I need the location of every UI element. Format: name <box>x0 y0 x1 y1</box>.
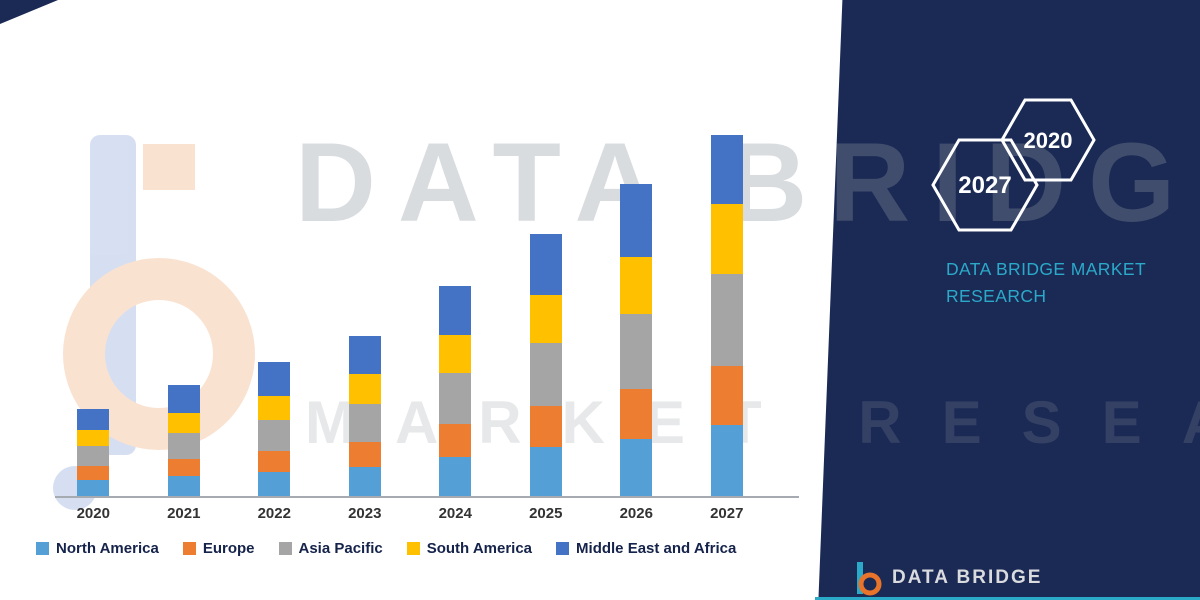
legend-item-asia-pacific: Asia Pacific <box>278 540 383 557</box>
bar-segment-south-america <box>348 374 381 404</box>
bar-segment-south-america <box>710 203 743 274</box>
bar-segment-europe <box>77 465 110 480</box>
bar-segment-south-america <box>620 256 653 315</box>
bar-segment-asia-pacific <box>439 373 472 424</box>
bar-stack <box>620 184 653 497</box>
legend-label: Europe <box>202 540 255 557</box>
legend-label: Middle East and Africa <box>576 540 737 557</box>
x-axis-label: 2021 <box>167 505 201 522</box>
bar-stack <box>529 233 562 497</box>
bar-column-2027: 2027 <box>682 95 773 522</box>
bar-segment-north-america <box>348 466 381 497</box>
bar-segment-south-america <box>167 412 200 433</box>
bar-segment-asia-pacific <box>710 273 743 367</box>
legend-label: South America <box>426 540 533 557</box>
bar-segment-middle-east-and-africa <box>710 135 743 204</box>
bar-stack <box>710 135 743 497</box>
bar-column-2024: 2024 <box>410 95 501 522</box>
bar-segment-asia-pacific <box>258 419 291 451</box>
stacked-bar-chart: 2020 2021 2022 2023 2024 2025 2026 2027 <box>48 95 773 522</box>
bar-segment-south-america <box>439 335 472 374</box>
legend-label: Asia Pacific <box>298 540 383 557</box>
bar-segment-south-america <box>529 295 562 344</box>
bar-column-2025: 2025 <box>501 95 592 522</box>
bar-stack <box>258 362 291 497</box>
bar-segment-middle-east-and-africa <box>167 385 200 413</box>
bar-segment-south-america <box>77 429 110 446</box>
x-axis-label: 2023 <box>348 505 382 522</box>
bar-stack <box>77 408 110 497</box>
bar-column-2022: 2022 <box>229 95 320 522</box>
bar-segment-north-america <box>529 446 562 497</box>
x-axis-label: 2025 <box>529 505 563 522</box>
bar-column-2023: 2023 <box>320 95 411 522</box>
footer-logo-text: DATA BRIDGE <box>892 567 1043 588</box>
data-bridge-logo-icon <box>857 562 882 596</box>
bar-segment-europe <box>529 405 562 447</box>
bar-segment-middle-east-and-africa <box>77 408 110 430</box>
legend-swatch <box>556 542 570 555</box>
legend-swatch <box>182 542 196 555</box>
bar-column-2026: 2026 <box>591 95 682 522</box>
x-axis-line <box>55 496 799 498</box>
bar-segment-middle-east-and-africa <box>620 184 653 257</box>
legend-swatch <box>36 542 49 555</box>
legend-item-south-america: South America <box>406 540 533 557</box>
x-axis-label: 2024 <box>438 505 472 522</box>
bar-segment-europe <box>620 389 653 439</box>
bar-column-2020: 2020 <box>48 95 139 522</box>
bar-segment-asia-pacific <box>529 343 562 406</box>
bar-segment-north-america <box>439 456 472 497</box>
legend-swatch <box>278 542 292 555</box>
corner-accent-triangle <box>0 0 58 24</box>
bar-segment-europe <box>258 450 291 472</box>
bar-segment-south-america <box>258 395 291 420</box>
legend-swatch <box>406 542 420 555</box>
bar-segment-europe <box>710 366 743 425</box>
bar-segment-europe <box>167 458 200 476</box>
bar-segment-middle-east-and-africa <box>258 362 291 396</box>
x-axis-label: 2022 <box>257 505 291 522</box>
bar-segment-north-america <box>620 438 653 497</box>
footer-logo: DATA BRIDGE <box>852 560 1042 596</box>
bar-segment-north-america <box>710 424 743 497</box>
legend-item-north-america: North America <box>36 540 159 557</box>
bar-segment-north-america <box>77 479 110 497</box>
brand-tagline: DATA BRIDGE MARKET RESEARCH <box>946 259 1146 307</box>
bar-stack <box>439 285 472 497</box>
x-axis-label: 2020 <box>76 505 110 522</box>
bar-stack <box>348 336 381 497</box>
legend-item-europe: Europe <box>182 540 255 557</box>
legend-label: North America <box>56 540 159 557</box>
x-axis-label: 2027 <box>710 505 744 522</box>
bar-column-2021: 2021 <box>139 95 230 522</box>
chart-legend: North America Europe Asia Pacific South Ame… <box>36 540 736 557</box>
bar-segment-asia-pacific <box>77 445 110 466</box>
bar-segment-middle-east-and-africa <box>439 285 472 336</box>
watermark-logo-notch <box>143 144 195 190</box>
bar-segment-europe <box>439 423 472 457</box>
x-axis-label: 2026 <box>619 505 653 522</box>
bar-stack <box>167 385 200 497</box>
bar-segment-north-america <box>258 471 291 497</box>
bar-segment-asia-pacific <box>167 432 200 459</box>
footer-accent-strip <box>815 597 1200 600</box>
bar-segment-north-america <box>167 475 200 497</box>
bar-segment-middle-east-and-africa <box>529 233 562 296</box>
bar-segment-asia-pacific <box>348 403 381 442</box>
bar-segment-europe <box>348 441 381 467</box>
bar-segment-middle-east-and-africa <box>348 336 381 375</box>
legend-item-middle-east-and-africa: Middle East and Africa <box>556 540 736 557</box>
bar-segment-asia-pacific <box>620 314 653 390</box>
